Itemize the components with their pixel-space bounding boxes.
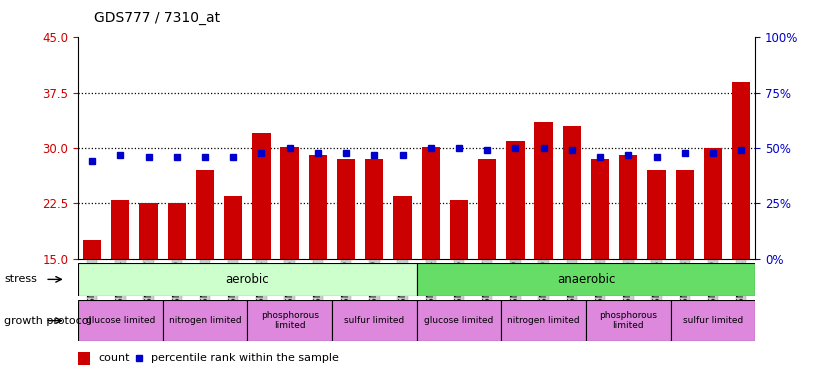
Text: aerobic: aerobic bbox=[226, 273, 269, 286]
Text: glucose limited: glucose limited bbox=[424, 316, 493, 325]
Bar bbox=[309, 156, 327, 259]
Text: anaerobic: anaerobic bbox=[557, 273, 615, 286]
Bar bbox=[393, 196, 411, 259]
Text: growth protocol: growth protocol bbox=[4, 316, 92, 326]
Text: nitrogen limited: nitrogen limited bbox=[168, 316, 241, 325]
Text: sulfur limited: sulfur limited bbox=[344, 316, 405, 325]
Bar bbox=[422, 147, 440, 259]
Bar bbox=[586, 300, 671, 341]
Text: sulfur limited: sulfur limited bbox=[683, 316, 743, 325]
Bar bbox=[78, 352, 90, 364]
Bar bbox=[478, 159, 497, 259]
Bar bbox=[281, 147, 299, 259]
Text: nitrogen limited: nitrogen limited bbox=[507, 316, 580, 325]
Bar bbox=[78, 300, 163, 341]
Bar bbox=[247, 300, 332, 341]
Bar bbox=[591, 159, 609, 259]
Bar bbox=[337, 159, 355, 259]
Bar bbox=[534, 122, 553, 259]
Bar bbox=[671, 300, 755, 341]
Text: GDS777 / 7310_at: GDS777 / 7310_at bbox=[94, 11, 221, 25]
Bar bbox=[332, 300, 416, 341]
Bar bbox=[111, 200, 130, 259]
Bar bbox=[450, 200, 468, 259]
Bar bbox=[140, 203, 158, 259]
Bar bbox=[507, 141, 525, 259]
Text: stress: stress bbox=[4, 274, 37, 284]
Bar bbox=[619, 156, 637, 259]
Bar bbox=[732, 82, 750, 259]
Bar bbox=[252, 134, 271, 259]
Bar bbox=[502, 300, 586, 341]
Bar bbox=[417, 300, 502, 341]
Text: glucose limited: glucose limited bbox=[85, 316, 155, 325]
Bar bbox=[562, 126, 581, 259]
Bar bbox=[417, 262, 755, 296]
Bar bbox=[196, 170, 214, 259]
Bar bbox=[704, 148, 722, 259]
Bar bbox=[78, 262, 416, 296]
Text: count: count bbox=[99, 353, 130, 363]
Bar bbox=[676, 170, 694, 259]
Bar bbox=[365, 159, 383, 259]
Bar bbox=[83, 240, 101, 259]
Bar bbox=[163, 300, 247, 341]
Bar bbox=[224, 196, 242, 259]
Text: percentile rank within the sample: percentile rank within the sample bbox=[151, 353, 339, 363]
Text: phosphorous
limited: phosphorous limited bbox=[260, 311, 319, 330]
Bar bbox=[648, 170, 666, 259]
Text: phosphorous
limited: phosphorous limited bbox=[599, 311, 658, 330]
Bar bbox=[167, 203, 186, 259]
